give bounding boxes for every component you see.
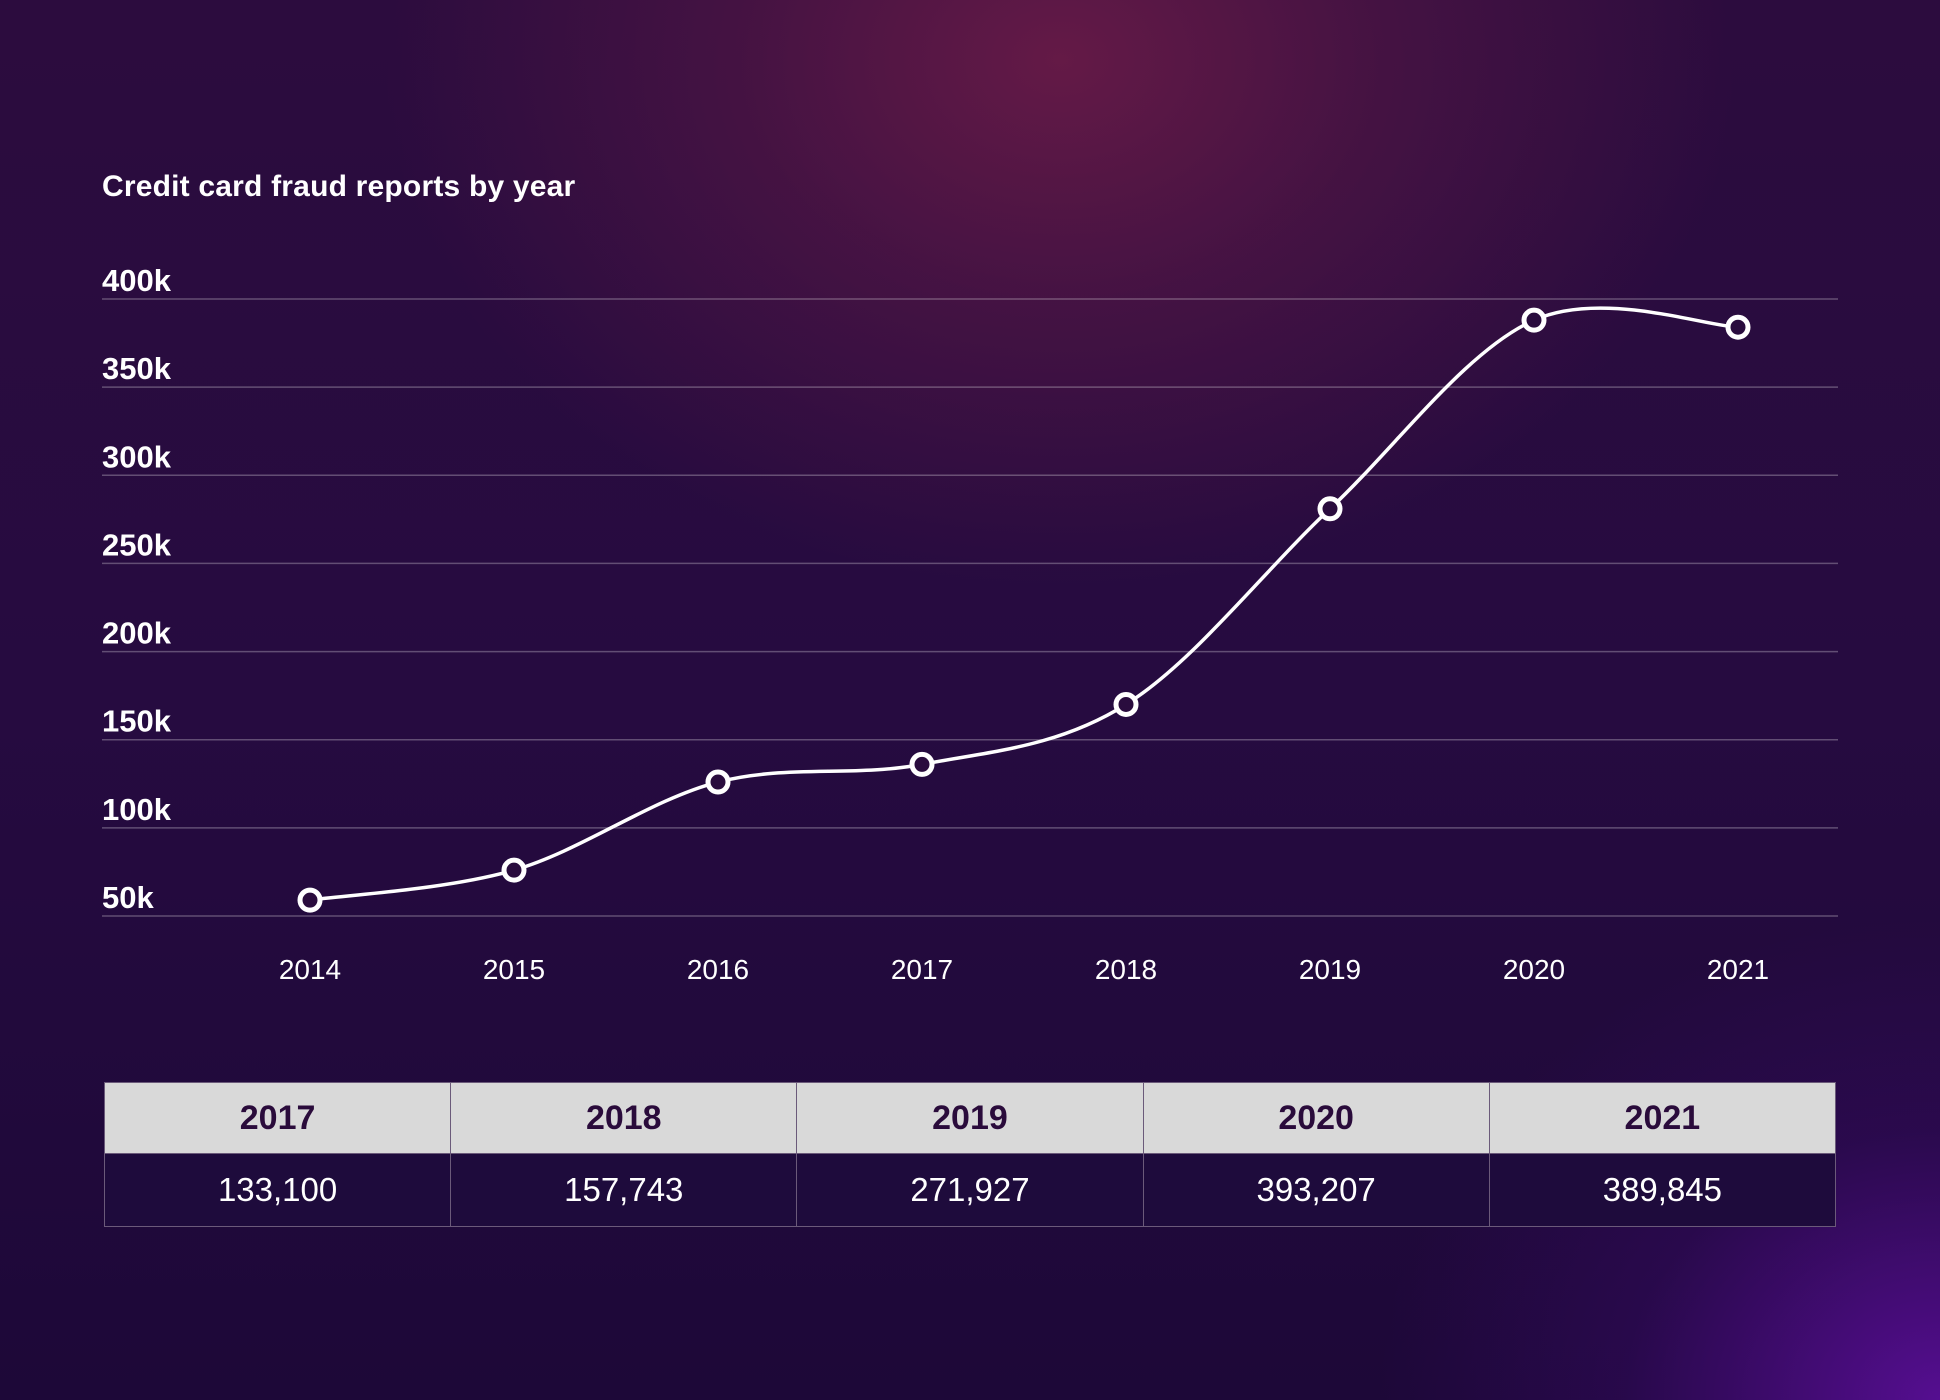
table-cell: 157,743	[450, 1153, 798, 1227]
data-point	[705, 769, 731, 795]
table-header-cell: 2020	[1142, 1082, 1490, 1154]
table-cell: 271,927	[796, 1153, 1144, 1227]
chart-title: Credit card fraud reports by year	[102, 170, 576, 203]
y-tick-label: 50k	[102, 880, 154, 915]
series-line	[309, 306, 1739, 902]
table-header-cell: 2018	[450, 1082, 798, 1154]
table-header-cell: 2017	[103, 1082, 452, 1154]
x-tick-label: 2014	[279, 954, 341, 985]
table-header-cell: 2019	[796, 1082, 1144, 1154]
y-tick-label: 250k	[102, 527, 172, 562]
data-point	[1725, 314, 1751, 340]
y-tick-label: 400k	[102, 263, 172, 298]
data-points	[297, 307, 1751, 913]
y-tick-label: 200k	[102, 616, 172, 651]
grid-lines	[102, 298, 1838, 917]
y-axis: 50k 100k 150k 200k 250k 300k 350k 400k	[102, 263, 172, 915]
x-axis: 2014 2015 2016 2017 2018 2019 2020 2021	[279, 954, 1769, 985]
y-tick-label: 100k	[102, 792, 172, 827]
x-tick-label: 2020	[1503, 954, 1565, 985]
data-point	[501, 857, 527, 883]
table-header-row: 2017 2018 2019 2020 2021	[103, 1082, 1837, 1154]
x-tick-label: 2018	[1095, 954, 1157, 985]
y-tick-label: 300k	[102, 439, 172, 474]
data-point	[1317, 496, 1343, 522]
data-point	[909, 751, 935, 777]
x-tick-label: 2017	[891, 954, 953, 985]
table-cell: 393,207	[1142, 1153, 1490, 1227]
data-point	[1521, 307, 1547, 333]
table-cell: 133,100	[103, 1153, 452, 1227]
x-tick-label: 2016	[687, 954, 749, 985]
data-point	[1113, 691, 1139, 717]
y-tick-label: 150k	[102, 704, 172, 739]
table-row: 133,100 157,743 271,927 393,207 389,845	[103, 1153, 1837, 1227]
x-tick-label: 2021	[1707, 954, 1769, 985]
series-layer	[309, 306, 1739, 902]
table-cell: 389,845	[1488, 1153, 1837, 1227]
y-tick-label: 350k	[102, 351, 172, 386]
x-tick-label: 2019	[1299, 954, 1361, 985]
x-tick-label: 2015	[483, 954, 545, 985]
data-point	[297, 887, 323, 913]
data-table: 2017 2018 2019 2020 2021 133,100 157,743…	[103, 1082, 1837, 1227]
table-header-cell: 2021	[1488, 1082, 1837, 1154]
